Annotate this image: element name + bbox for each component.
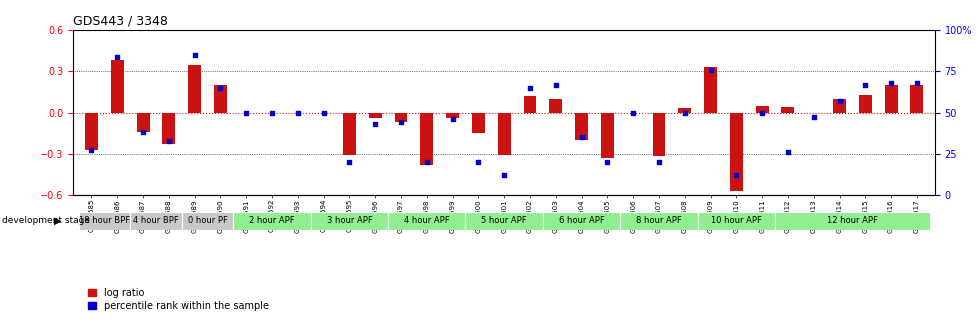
Point — [341, 159, 357, 165]
Bar — [85, 113, 98, 150]
Text: 6 hour APF: 6 hour APF — [558, 216, 603, 225]
Point — [160, 138, 176, 143]
Bar — [523, 96, 536, 113]
Bar — [730, 113, 742, 191]
Bar — [446, 113, 459, 118]
Bar — [620, 212, 697, 230]
Bar — [574, 113, 588, 140]
Point — [753, 110, 769, 115]
Point — [573, 135, 589, 140]
Point — [496, 172, 511, 178]
Point — [728, 172, 743, 178]
Bar — [471, 113, 484, 133]
Bar — [651, 113, 665, 157]
Point — [676, 110, 691, 115]
Point — [599, 159, 614, 165]
Bar — [543, 212, 620, 230]
Point — [264, 110, 280, 115]
Bar — [775, 212, 929, 230]
Bar — [111, 60, 123, 113]
Point — [187, 52, 202, 58]
Text: 18 hour BPF: 18 hour BPF — [79, 216, 130, 225]
Legend: log ratio, percentile rank within the sample: log ratio, percentile rank within the sa… — [88, 288, 268, 311]
Point — [625, 110, 641, 115]
Bar — [188, 65, 200, 113]
Bar — [697, 212, 775, 230]
Bar — [310, 212, 387, 230]
Point — [779, 150, 795, 155]
Point — [702, 67, 718, 73]
Bar — [78, 212, 130, 230]
Text: 0 hour PF: 0 hour PF — [188, 216, 227, 225]
Point — [831, 98, 847, 104]
Point — [393, 120, 409, 125]
Point — [521, 85, 537, 91]
Bar — [884, 85, 897, 113]
Text: 2 hour APF: 2 hour APF — [249, 216, 294, 225]
Text: ▶: ▶ — [54, 216, 62, 226]
Text: development stage: development stage — [2, 216, 90, 225]
Bar — [910, 85, 922, 113]
Point — [367, 121, 382, 127]
Text: 4 hour APF: 4 hour APF — [404, 216, 449, 225]
Point — [135, 130, 151, 135]
Point — [857, 82, 872, 87]
Text: 5 hour APF: 5 hour APF — [481, 216, 526, 225]
Point — [419, 159, 434, 165]
Point — [882, 80, 898, 86]
Bar — [832, 99, 845, 113]
Point — [548, 82, 563, 87]
Bar — [780, 107, 793, 113]
Bar — [858, 95, 870, 113]
Bar — [549, 99, 561, 113]
Point — [83, 148, 99, 153]
Point — [289, 110, 305, 115]
Text: 10 hour APF: 10 hour APF — [710, 216, 761, 225]
Bar — [755, 106, 768, 113]
Text: 12 hour APF: 12 hour APF — [826, 216, 877, 225]
Bar — [130, 212, 182, 230]
Bar — [369, 113, 381, 118]
Bar — [137, 113, 150, 132]
Point — [316, 110, 332, 115]
Point — [470, 159, 486, 165]
Bar — [600, 113, 613, 158]
Point — [805, 115, 821, 120]
Text: 3 hour APF: 3 hour APF — [327, 216, 372, 225]
Bar — [233, 212, 310, 230]
Bar — [214, 85, 227, 113]
Point — [239, 110, 254, 115]
Text: GDS443 / 3348: GDS443 / 3348 — [73, 15, 168, 28]
Bar — [387, 212, 465, 230]
Bar — [182, 212, 233, 230]
Bar — [465, 212, 543, 230]
Bar — [162, 113, 175, 144]
Point — [212, 85, 228, 91]
Text: 8 hour APF: 8 hour APF — [636, 216, 681, 225]
Bar — [497, 113, 511, 155]
Text: 4 hour BPF: 4 hour BPF — [133, 216, 179, 225]
Point — [909, 80, 924, 86]
Bar — [703, 67, 716, 113]
Point — [444, 117, 460, 122]
Point — [650, 159, 666, 165]
Bar — [420, 113, 433, 165]
Bar — [394, 113, 407, 122]
Bar — [342, 113, 356, 155]
Bar — [678, 109, 690, 113]
Point — [110, 54, 125, 59]
